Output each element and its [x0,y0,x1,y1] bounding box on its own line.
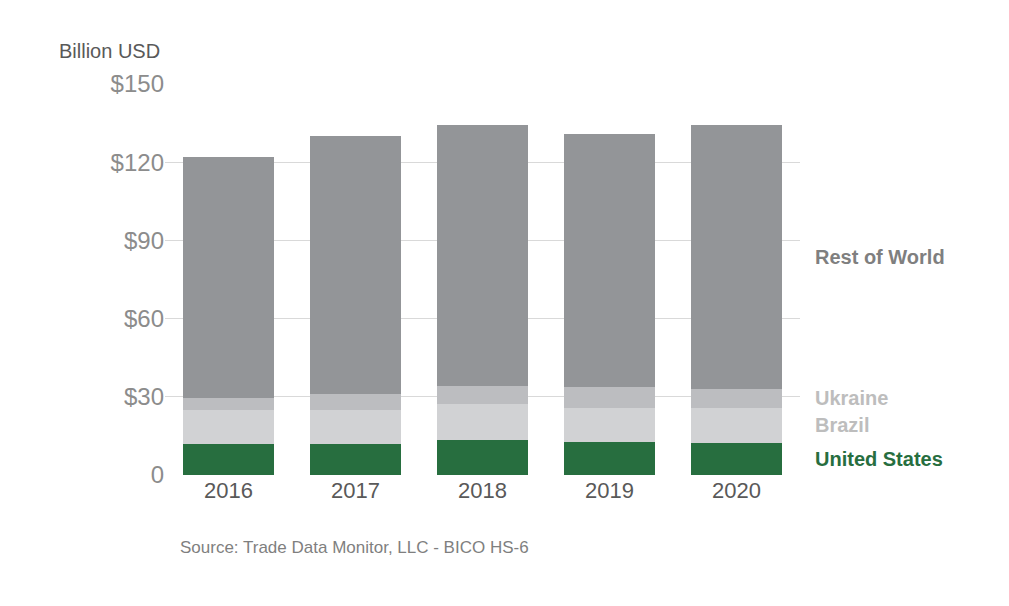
svg-text:$150: $150 [111,70,164,97]
svg-text:2019: 2019 [585,478,634,503]
svg-text:Ukraine: Ukraine [815,387,888,409]
svg-text:Source: Trade Data Monitor, LL: Source: Trade Data Monitor, LLC - BICO H… [180,538,529,557]
svg-text:Rest of World: Rest of World [815,246,945,268]
svg-text:2016: 2016 [204,478,253,503]
svg-text:$90: $90 [124,227,164,254]
svg-text:$30: $30 [124,383,164,410]
svg-text:Billion USD: Billion USD [59,40,160,62]
svg-text:2018: 2018 [458,478,507,503]
svg-text:0: 0 [151,461,164,488]
svg-text:Brazil: Brazil [815,414,869,436]
svg-text:$60: $60 [124,305,164,332]
svg-text:2020: 2020 [712,478,761,503]
svg-text:United States: United States [815,448,943,470]
svg-text:2017: 2017 [331,478,380,503]
svg-text:$120: $120 [111,149,164,176]
